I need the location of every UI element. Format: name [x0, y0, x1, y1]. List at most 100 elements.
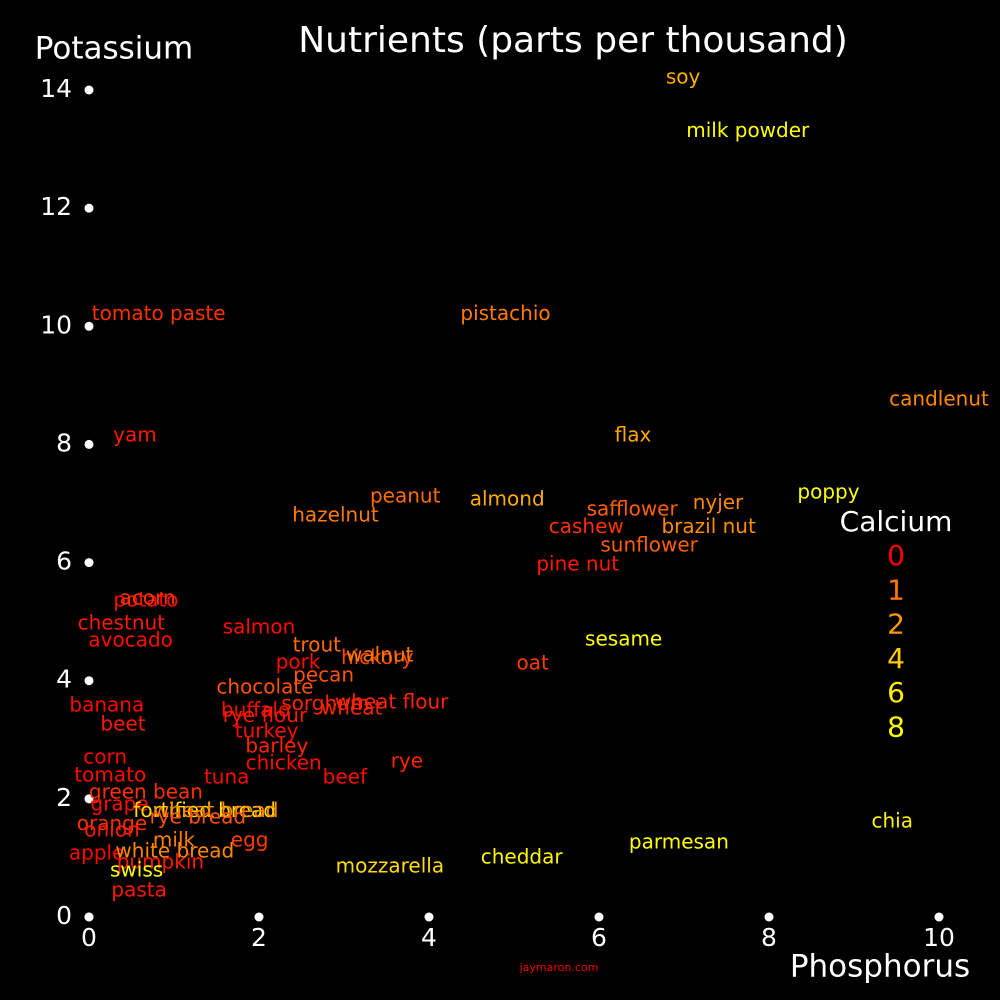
food-label: white bread [115, 839, 234, 863]
y-axis-label: Potassium [35, 31, 193, 67]
food-label: candlenut [889, 387, 989, 411]
food-label: swiss [110, 857, 163, 881]
food-label: sesame [585, 626, 662, 650]
legend-entry: 2 [887, 608, 905, 641]
food-label: barley [245, 733, 308, 757]
y-tick-label: 0 [56, 901, 72, 930]
x-axis-label: Phosphorus [790, 949, 970, 985]
food-label: oat [517, 651, 549, 675]
food-label: beet [100, 712, 145, 736]
food-label: pork [276, 649, 321, 673]
food-label: wheat bread [153, 798, 279, 822]
x-tick [764, 912, 774, 922]
food-label: trout [293, 632, 342, 656]
food-label: parmesan [629, 830, 729, 854]
x-tick [424, 912, 434, 922]
y-tick-label: 12 [40, 192, 72, 221]
x-tick-label: 2 [251, 923, 267, 952]
food-label: pasta [111, 878, 166, 902]
food-label: chocolate [216, 674, 313, 698]
food-label: soy [666, 65, 701, 89]
food-label: rye flour [223, 703, 308, 727]
y-tick-label: 8 [56, 428, 72, 457]
food-label: cheddar [481, 844, 564, 868]
y-tick [84, 676, 94, 686]
y-tick [84, 912, 94, 922]
food-label: hickory [341, 645, 414, 669]
x-tick-label: 10 [923, 923, 955, 952]
food-label: rye [391, 749, 423, 773]
food-label: peanut [370, 484, 441, 508]
y-tick [84, 85, 94, 95]
food-label: pumpkin [117, 850, 204, 874]
food-label: walnut [346, 642, 414, 666]
food-label: buffalo [221, 697, 290, 721]
x-tick [594, 912, 604, 922]
food-label: corn [83, 745, 127, 769]
food-label: sorghum [281, 691, 369, 715]
food-label: pine nut [536, 551, 619, 575]
chart-title: Nutrients (parts per thousand) [298, 20, 848, 61]
x-tick [934, 912, 944, 922]
food-label: fortified bread [133, 798, 276, 822]
legend-entry: 8 [887, 711, 905, 744]
footer: jaymaron.com [519, 961, 599, 974]
y-tick [84, 558, 94, 568]
food-label: milk powder [686, 118, 810, 142]
y-tick [84, 794, 94, 804]
y-tick-label: 14 [40, 74, 72, 103]
x-tick-label: 6 [591, 923, 607, 952]
food-label: tomato paste [92, 301, 226, 325]
food-label: cashew [549, 514, 624, 538]
y-tick [84, 203, 94, 213]
y-tick-label: 4 [56, 665, 72, 694]
food-label: potato [113, 587, 178, 611]
legend-entry: 6 [887, 676, 905, 709]
food-label: turkey [235, 719, 299, 743]
food-label: pistachio [460, 301, 550, 325]
food-label: green bean [89, 779, 203, 803]
food-label: chestnut [78, 611, 166, 635]
food-label: chicken [246, 751, 322, 775]
food-label: flax [615, 423, 652, 447]
legend-entry: 0 [887, 539, 905, 572]
y-tick [84, 321, 94, 331]
food-label: apple [69, 840, 125, 864]
y-tick-label: 10 [40, 310, 72, 339]
food-label: wheat [321, 696, 383, 720]
food-label: mozzarella [336, 853, 444, 877]
food-label: acorn [120, 586, 176, 610]
food-label: nyjer [693, 490, 744, 514]
food-label: banana [69, 693, 144, 717]
y-tick [84, 439, 94, 449]
food-label: pecan [293, 662, 354, 686]
food-label: tomato [74, 762, 146, 786]
x-tick [254, 912, 264, 922]
food-label: safflower [587, 496, 679, 520]
food-label: onion [84, 817, 139, 841]
y-tick-label: 6 [56, 547, 72, 576]
food-label: rye bread [150, 804, 246, 828]
food-label: hazelnut [292, 502, 379, 526]
legend-title: Calcium [840, 505, 953, 538]
food-label: egg [231, 827, 269, 851]
food-label: orange [77, 811, 147, 835]
food-label: milk [153, 827, 196, 851]
legend-entry: 4 [887, 642, 905, 675]
food-label: wheat flour [335, 690, 449, 714]
food-label: almond [470, 486, 545, 510]
food-label: yam [113, 423, 157, 447]
legend-entry: 1 [887, 573, 905, 606]
food-label: salmon [223, 615, 296, 639]
food-label: chia [872, 808, 913, 832]
food-label: poppy [797, 479, 859, 503]
food-label: sunflower [600, 533, 698, 557]
food-label: avocado [88, 628, 173, 652]
x-tick-label: 4 [421, 923, 437, 952]
x-tick-label: 8 [761, 923, 777, 952]
y-tick-label: 2 [56, 783, 72, 812]
food-label: grape [91, 791, 149, 815]
x-tick-label: 0 [81, 923, 97, 952]
food-label: tuna [204, 765, 249, 789]
